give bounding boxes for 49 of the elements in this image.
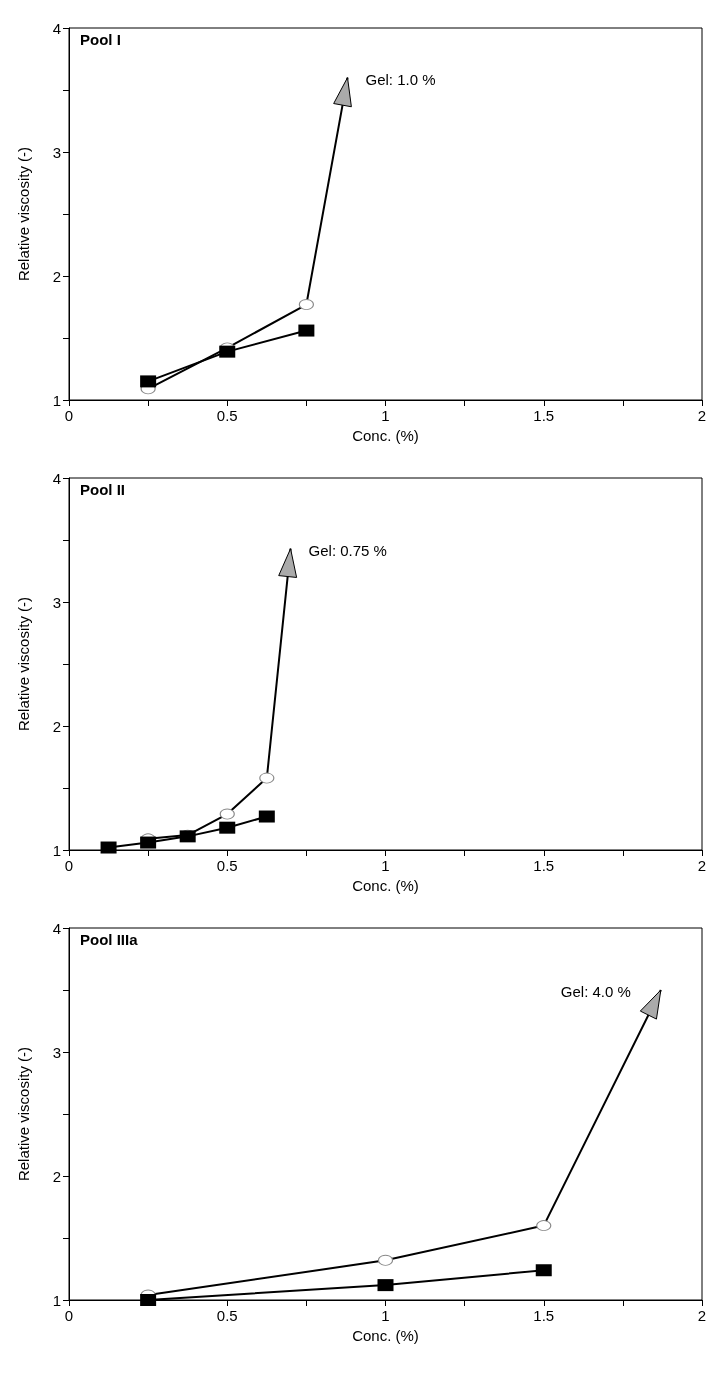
y-tick-label: 1 <box>52 1291 61 1309</box>
y-axis-title: Relative viscosity (-) <box>15 146 32 282</box>
x-tick-label: 1 <box>381 407 390 424</box>
point <box>298 324 315 337</box>
point <box>219 821 236 834</box>
chart-title: Pool IIIa <box>80 931 139 948</box>
point <box>100 841 117 854</box>
y-tick-label: 2 <box>52 1167 61 1185</box>
x-tick-label: 1.5 <box>533 407 555 424</box>
x-tick-label: 2 <box>697 407 707 424</box>
y-axis-title: Relative viscosity (-) <box>15 596 32 732</box>
x-axis-title: Conc. (%) <box>352 1326 419 1344</box>
x-tick-label: 0 <box>64 407 74 424</box>
y-tick-label: 1 <box>52 841 61 859</box>
y-axis-title: Relative viscosity (-) <box>15 1046 32 1182</box>
y-tick-label: 2 <box>52 267 61 285</box>
y-tick-label: 4 <box>52 469 61 487</box>
x-tick-label: 2 <box>697 857 707 874</box>
chart-title: Pool I <box>80 31 121 48</box>
x-tick-label: 2 <box>697 1307 707 1324</box>
x-tick-label: 0 <box>64 857 74 874</box>
y-tick-label: 4 <box>52 19 61 37</box>
x-tick-label: 1.5 <box>533 857 555 874</box>
point <box>535 1264 552 1277</box>
annotation: Gel: 4.0 % <box>560 983 631 1000</box>
point <box>140 1294 157 1306</box>
chart-title: Pool II <box>80 481 125 498</box>
point <box>219 345 236 358</box>
annotation: Gel: 1.0 % <box>365 70 436 88</box>
y-tick-label: 4 <box>52 919 61 937</box>
y-tick-label: 1 <box>52 391 61 409</box>
point <box>377 1279 394 1292</box>
y-tick-label: 3 <box>52 143 61 161</box>
x-tick-label: 0.5 <box>216 857 238 874</box>
x-tick-label: 0 <box>64 1307 74 1324</box>
x-tick-label: 1 <box>381 1307 390 1324</box>
y-tick-label: 3 <box>52 1043 61 1061</box>
point <box>258 810 275 823</box>
x-axis-title: Conc. (%) <box>352 876 419 894</box>
annotation: Gel: 0.75 % <box>308 541 387 559</box>
x-tick-label: 1 <box>381 857 390 874</box>
x-axis-title: Conc. (%) <box>352 426 419 444</box>
y-tick-label: 2 <box>52 717 61 735</box>
x-tick-label: 0.5 <box>216 407 238 424</box>
point <box>140 375 157 388</box>
x-tick-label: 1.5 <box>533 1307 555 1324</box>
point <box>140 836 157 849</box>
x-tick-label: 0.5 <box>216 1307 238 1324</box>
y-tick-label: 3 <box>52 593 61 611</box>
